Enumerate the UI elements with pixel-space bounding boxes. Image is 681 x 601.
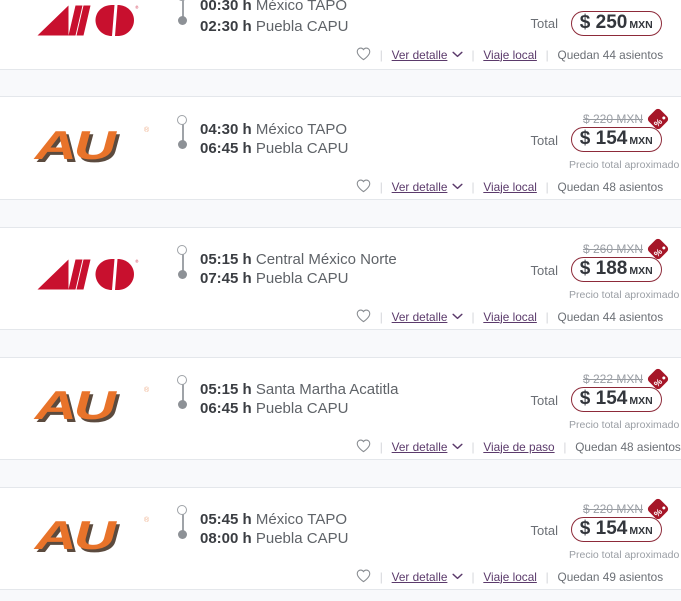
svg-text:®: ® [136, 5, 139, 10]
svg-text:®: ® [136, 259, 139, 264]
